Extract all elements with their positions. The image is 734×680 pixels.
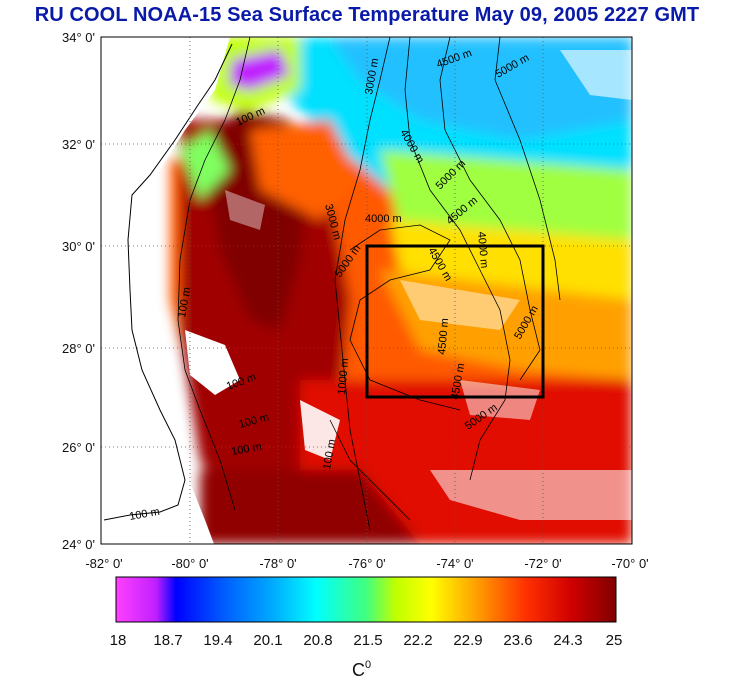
colorbar-tick-label: 21.5 — [353, 632, 382, 649]
lon-tick-label: -70° 0' — [611, 556, 648, 571]
colorbar-ticks: 18 18.7 19.4 20.1 20.8 21.5 22.2 22.9 23… — [110, 632, 623, 649]
lat-tick-label: 32° 0' — [62, 137, 95, 152]
lon-tick-label: -78° 0' — [259, 556, 296, 571]
contour-label: 100 m — [128, 506, 160, 523]
lon-tick-label: -82° 0' — [85, 556, 122, 571]
contour-label: 100 m — [321, 438, 338, 470]
lat-tick-label: 24° 0' — [62, 537, 95, 552]
contour-label: 4000 m — [475, 231, 490, 269]
lon-tick-label: -76° 0' — [348, 556, 385, 571]
graticule — [101, 37, 632, 544]
lon-tick-label: -72° 0' — [524, 556, 561, 571]
colorbar-tick-label: 22.9 — [453, 632, 482, 649]
contour-label: 4000 m — [365, 213, 402, 225]
lat-tick-label: 34° 0' — [62, 30, 95, 45]
lat-tick-label: 26° 0' — [62, 440, 95, 455]
colorbar-unit-label: C0 — [352, 659, 371, 680]
map-title: RU COOL NOAA-15 Sea Surface Temperature … — [34, 4, 700, 26]
unit-letter: C — [352, 660, 365, 680]
colorbar-tick-label: 19.4 — [203, 632, 232, 649]
colorbar-tick-label: 18.7 — [153, 632, 182, 649]
lat-tick-label: 30° 0' — [62, 239, 95, 254]
contour-label: 1000 m — [336, 358, 351, 396]
lon-tick-label: -80° 0' — [171, 556, 208, 571]
latitude-axis: 34° 0' 32° 0' 30° 0' 28° 0' 26° 0' 24° 0… — [62, 30, 95, 552]
colorbar — [115, 576, 617, 623]
colorbar-tick-label: 20.1 — [253, 632, 282, 649]
lon-tick-label: -74° 0' — [436, 556, 473, 571]
unit-superscript: 0 — [365, 659, 371, 671]
longitude-axis: -82° 0' -80° 0' -78° 0' -76° 0' -74° 0' … — [85, 556, 648, 571]
map-frame — [100, 36, 633, 545]
colorbar-tick-label: 18 — [110, 632, 127, 649]
colorbar-tick-label: 22.2 — [403, 632, 432, 649]
colorbar-tick-label: 20.8 — [303, 632, 332, 649]
colorbar-tick-label: 25 — [606, 632, 623, 649]
sst-field: 100 m 3000 m 4500 m 5000 m 4000 m 5000 m… — [101, 37, 632, 544]
colorbar-tick-label: 23.6 — [503, 632, 532, 649]
lat-tick-label: 28° 0' — [62, 341, 95, 356]
contour-label: 100 m — [230, 441, 262, 458]
contour-label: 100 m — [176, 286, 193, 318]
study-area-box — [365, 244, 545, 399]
colorbar-tick-label: 24.3 — [553, 632, 582, 649]
contour-label: 4500 m — [436, 318, 451, 356]
